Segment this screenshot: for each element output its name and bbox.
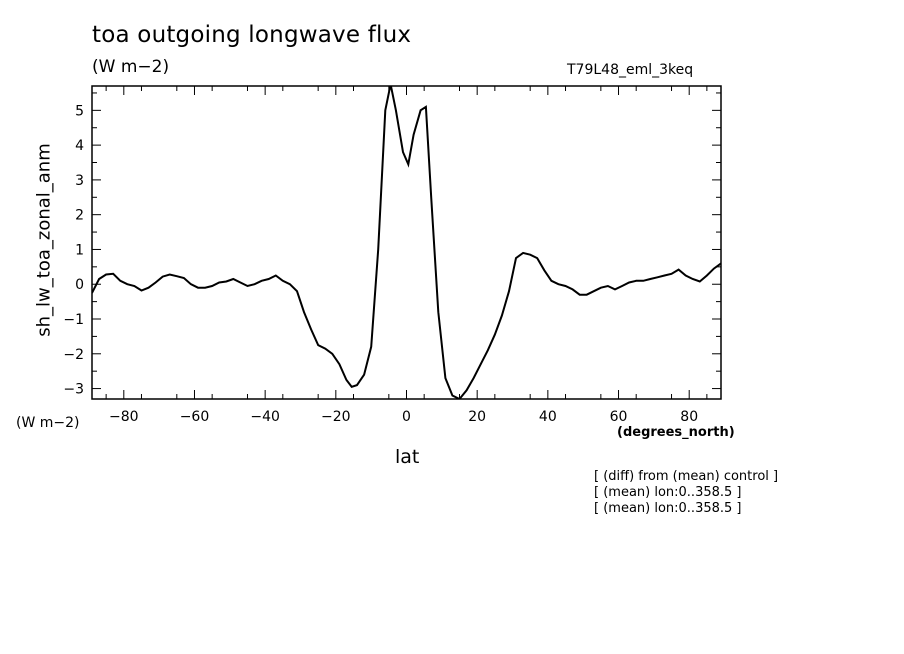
- run-label: T79L48_eml_3keq: [567, 62, 694, 78]
- y-axis-units: (W m−2): [16, 415, 80, 431]
- y-tick-label: −2: [63, 347, 84, 363]
- y-tick-label: 1: [75, 242, 84, 258]
- y-tick-label: −3: [63, 382, 84, 398]
- note-line: [ (diff) from (mean) control ]: [594, 469, 779, 484]
- x-tick-label: −80: [109, 409, 139, 425]
- x-tick-label: 20: [468, 409, 486, 425]
- x-tick-label: 0: [402, 409, 411, 425]
- y-tick-label: 4: [75, 138, 84, 154]
- x-tick-label: −20: [321, 409, 351, 425]
- x-tick-label: −60: [180, 409, 210, 425]
- x-tick-label: 60: [610, 409, 628, 425]
- y-tick-label: 5: [75, 103, 84, 119]
- y-tick-label: 0: [75, 277, 84, 293]
- note-line: [ (mean) lon:0..358.5 ]: [594, 501, 742, 516]
- x-axis-label: lat: [395, 446, 420, 468]
- y-tick-label: 2: [75, 208, 84, 224]
- y-tick-label: 3: [75, 173, 84, 189]
- chart-units: (W m−2): [92, 57, 170, 77]
- plot-frame: [91, 85, 722, 400]
- x-tick-label: 80: [680, 409, 698, 425]
- chart-title: toa outgoing longwave flux: [92, 22, 412, 48]
- series-line: [92, 86, 721, 399]
- notes-block: [ (diff) from (mean) control ] [ (mean) …: [594, 469, 778, 517]
- y-tick-label: −1: [63, 312, 84, 328]
- note-line: [ (mean) lon:0..358.5 ]: [594, 485, 742, 500]
- x-axis-units: (degrees_north): [617, 425, 735, 440]
- x-tick-label: 40: [539, 409, 557, 425]
- x-tick-label: −40: [250, 409, 280, 425]
